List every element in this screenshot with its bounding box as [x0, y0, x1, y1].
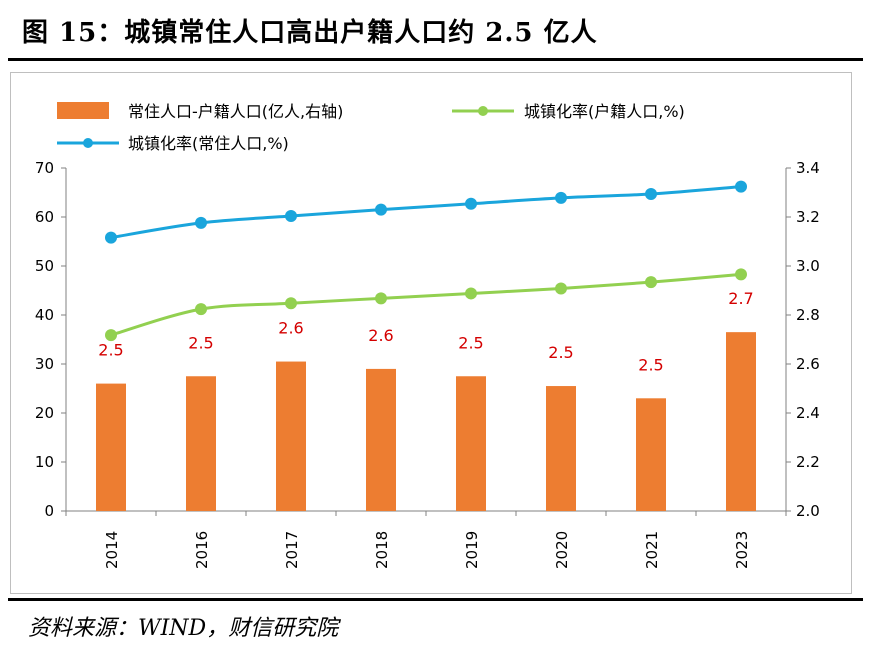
urbanization-hukou-point — [375, 292, 387, 305]
urbanization-hukou-point — [465, 287, 477, 300]
urbanization-resident-point — [555, 191, 567, 204]
axes: 0 10 20 30 40 50 60 70 2.0 2.2 2.4 2.6 2.8 3.0 3.2 3.4 2… — [35, 159, 820, 569]
legend: 常住人口-户籍人口(亿人,右轴) 城镇化率(户籍人口,%) 城镇化率(常住人口,… — [57, 102, 685, 153]
y-left-tick-label: 10 — [35, 453, 54, 471]
bar — [546, 386, 576, 511]
legend-hukou-label: 城镇化率(户籍人口,%) — [524, 102, 685, 121]
y-left-tick-label: 60 — [35, 208, 54, 226]
data-labels: 2.5 2.5 2.6 2.6 2.5 2.5 2.5 2.7 — [98, 289, 753, 374]
y-right-tick-label: 2.0 — [796, 502, 820, 520]
urbanization-resident-point — [375, 203, 387, 216]
bar-data-label: 2.5 — [548, 343, 573, 362]
figure-title: 图 15：城镇常住人口高出户籍人口约 2.5 亿人 — [22, 18, 598, 48]
urbanization-resident-point — [465, 197, 477, 210]
bar-data-label: 2.5 — [98, 341, 123, 360]
x-tick-label: 2017 — [283, 531, 301, 569]
urbanization-resident-point — [195, 216, 207, 229]
y-left-tick-label: 70 — [35, 159, 54, 177]
bar-data-label: 2.7 — [728, 289, 753, 308]
legend-hukou-marker — [478, 106, 488, 116]
source-note: 资料来源：WIND，财信研究院 — [28, 616, 339, 641]
title-rule — [8, 58, 863, 61]
chart-frame — [10, 72, 852, 594]
lines — [105, 180, 747, 342]
urbanization-resident-line — [110, 185, 742, 240]
y-right-tick-label: 2.4 — [796, 404, 820, 422]
bar — [366, 368, 396, 511]
urbanization-hukou-point — [555, 282, 567, 295]
x-tick-label: 2018 — [373, 531, 391, 569]
urbanization-hukou-point — [285, 297, 297, 310]
bars — [96, 332, 756, 511]
x-tick-label: 2021 — [643, 531, 661, 569]
urbanization-resident-point — [735, 180, 747, 193]
y-right-tick-label: 3.4 — [796, 159, 820, 177]
y-right-tick-label: 2.8 — [796, 306, 820, 324]
y-right-tick-label: 3.0 — [796, 257, 820, 275]
legend-bar-swatch — [57, 102, 109, 119]
y-left-tick-label: 40 — [35, 306, 54, 324]
urbanization-resident-point — [645, 187, 657, 200]
legend-bar-label: 常住人口-户籍人口(亿人,右轴) — [128, 102, 343, 121]
urbanization-hukou-point — [195, 303, 207, 316]
y-right-tick-label: 2.2 — [796, 453, 820, 471]
y-left-tick-label: 20 — [35, 404, 54, 422]
bar — [636, 398, 666, 511]
x-tick-label: 2016 — [193, 531, 211, 569]
legend-resident-marker — [83, 138, 93, 148]
y-left-tick-label: 30 — [35, 355, 54, 373]
bar-data-label: 2.5 — [458, 333, 483, 352]
bar-data-label: 2.6 — [368, 326, 393, 345]
bar-data-label: 2.6 — [278, 319, 303, 338]
x-tick-label: 2020 — [553, 531, 571, 569]
bar — [186, 376, 216, 511]
urbanization-hukou-point — [735, 268, 747, 281]
urbanization-resident-point — [105, 231, 117, 244]
source-rule — [8, 598, 863, 601]
legend-resident-label: 城镇化率(常住人口,%) — [128, 134, 289, 153]
bar-data-label: 2.5 — [188, 333, 213, 352]
y-left-tick-label: 0 — [44, 502, 54, 520]
urbanization-resident-point — [285, 210, 297, 223]
y-left-tick-label: 50 — [35, 257, 54, 275]
x-tick-label: 2019 — [463, 531, 481, 569]
bar — [276, 361, 306, 511]
y-right-tick-label: 3.2 — [796, 208, 820, 226]
y-right-tick-label: 2.6 — [796, 355, 820, 373]
bar-data-label: 2.5 — [638, 355, 663, 374]
bar — [456, 376, 486, 511]
x-tick-label: 2014 — [103, 531, 121, 569]
bar — [726, 332, 756, 511]
urbanization-hukou-point — [105, 329, 117, 342]
urbanization-hukou-line — [110, 272, 742, 337]
x-tick-label: 2023 — [733, 531, 751, 569]
urbanization-hukou-point — [645, 276, 657, 289]
bar — [96, 383, 126, 511]
